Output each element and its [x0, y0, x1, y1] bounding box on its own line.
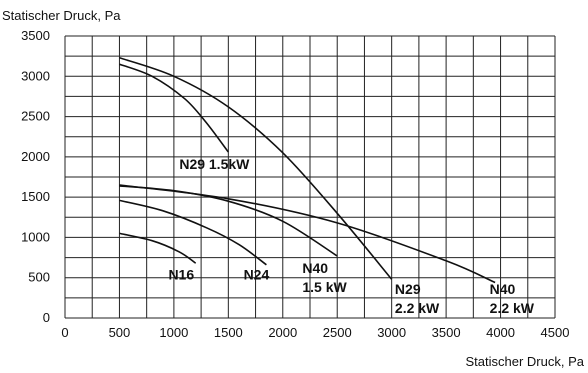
curve-n16 [119, 232, 197, 264]
x-tick-label: 3500 [432, 325, 461, 340]
curve-label: 1.5 kW [302, 279, 347, 295]
x-tick-label: 2000 [268, 325, 297, 340]
y-tick-label: 3500 [21, 28, 50, 43]
x-tick-label: 3000 [377, 325, 406, 340]
curve-label: N40 [302, 260, 328, 276]
curve-labels: N29 1.5kW N16 N24 N40 1.5 kW N29 2.2 kW N40 2.2 … [168, 156, 534, 316]
x-axis-title: Statischer Druck, Pa [466, 354, 585, 369]
x-tick-label: 1500 [214, 325, 243, 340]
y-tick-label: 2500 [21, 109, 50, 124]
y-tick-label: 3000 [21, 68, 50, 83]
curve-label: N16 [168, 266, 194, 282]
x-tick-label: 4000 [486, 325, 515, 340]
performance-curves [119, 57, 496, 284]
y-tick-label: 1000 [21, 229, 50, 244]
curve-n24 [119, 199, 267, 266]
y-axis-title: Statischer Druck, Pa [2, 8, 121, 23]
x-tick-label: 2500 [323, 325, 352, 340]
y-tick-label: 1500 [21, 189, 50, 204]
curve-n29-1-5kw [119, 63, 229, 153]
x-tick-label: 0 [61, 325, 68, 340]
curve-label: N29 [395, 281, 421, 297]
plot-grid [64, 35, 556, 319]
y-tick-label: 2000 [21, 149, 50, 164]
y-tick-label: 500 [28, 270, 50, 285]
x-tick-label: 500 [109, 325, 131, 340]
curve-label: N29 1.5kW [179, 156, 250, 172]
y-tick-labels: 0 500 1000 1500 2000 2500 3000 3500 [21, 28, 50, 325]
y-tick-label: 0 [43, 310, 50, 325]
curve-label: 2.2 kW [395, 300, 440, 316]
curve-n40-2-2-kw [119, 184, 496, 284]
curve-label: 2.2 kW [490, 300, 535, 316]
x-tick-label: 1000 [159, 325, 188, 340]
curve-label: N24 [244, 266, 270, 282]
x-tick-labels: 0 500 1000 1500 2000 2500 3000 3500 4000 4500 [61, 325, 569, 340]
x-tick-label: 4500 [541, 325, 570, 340]
curve-label: N40 [490, 281, 516, 297]
